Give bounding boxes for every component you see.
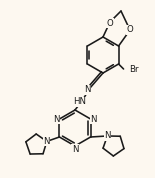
Text: N: N bbox=[72, 145, 78, 153]
Text: N: N bbox=[84, 85, 90, 95]
Text: Br: Br bbox=[129, 64, 138, 74]
Text: O: O bbox=[127, 25, 133, 35]
Text: HN: HN bbox=[73, 98, 86, 106]
Text: O: O bbox=[107, 19, 113, 27]
Text: N: N bbox=[44, 137, 50, 146]
Text: N: N bbox=[53, 114, 60, 124]
Text: N: N bbox=[104, 132, 111, 140]
Text: N: N bbox=[90, 114, 97, 124]
